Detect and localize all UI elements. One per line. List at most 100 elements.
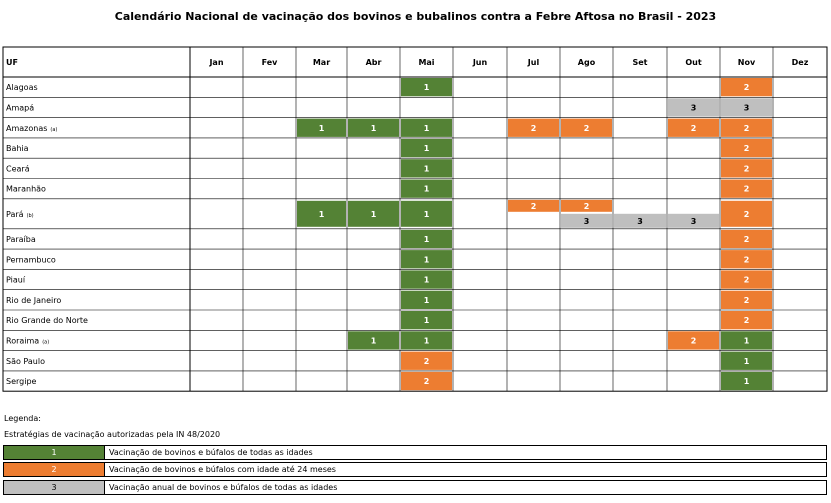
column-header-month: Jan [208,58,223,67]
legend-swatch: 3 [4,481,105,494]
vaccination-cell-label: 2 [584,124,590,133]
vaccination-cell-label: 2 [744,144,750,153]
vaccination-cell-label: 2 [531,202,537,211]
vaccination-cell [297,200,346,227]
column-header-month: Jun [472,58,488,67]
vaccination-cell [721,290,772,309]
vaccination-cell-label: 1 [424,83,430,92]
vaccination-cell-label: 2 [531,124,537,133]
vaccination-cell-label: 3 [637,217,643,226]
state-name: Alagoas [6,83,38,92]
vaccination-cell-label: 1 [424,164,430,173]
vaccination-cell-label: 1 [424,124,430,133]
vaccination-cell [561,199,612,212]
state-name: Amazonas (a) [6,124,57,133]
vaccination-cell [348,118,399,137]
legend-text: Vacinação de bovinos e búfalos com idade… [109,465,336,474]
vaccination-cell [401,138,452,158]
vaccination-cell-label: 1 [319,124,325,133]
vaccination-cell [668,118,719,137]
vaccination-cell [348,331,399,350]
vaccination-cell-label: 2 [744,316,750,325]
vaccination-cell [401,311,452,330]
vaccination-cell-label: 1 [424,144,430,153]
vaccination-cell [721,179,772,198]
column-header-month: Mar [313,58,330,67]
vaccination-cell [668,331,719,350]
vaccination-cell-label: 1 [371,124,377,133]
legend-title: Legenda: [4,414,41,423]
vaccination-cell [721,138,772,158]
state-name: Maranhão [6,185,46,194]
column-header-month: Dez [792,58,809,67]
vaccination-cell-label: 2 [744,210,750,219]
vaccination-cell [401,270,452,289]
vaccination-cell [721,270,772,289]
vaccination-cell [348,200,399,227]
vaccination-cell-label: 2 [744,255,750,264]
vaccination-cell-label: 2 [744,276,750,285]
vaccination-cell [401,351,452,370]
column-header-month: Jul [527,58,540,67]
column-header-uf: UF [6,58,18,67]
state-name: Rio de Janeiro [6,296,61,305]
vaccination-cell [721,331,772,350]
vaccination-cell-label: 3 [584,217,590,226]
legend-row: 2 Vacinação de bovinos e búfalos com idad… [3,462,827,477]
state-name: Rio Grande do Norte [6,316,88,325]
legend-text: Vacinação anual de bovinos e búfalos de … [109,483,338,492]
vaccination-cell-label: 2 [691,336,697,345]
vaccination-cell [297,118,346,137]
vaccination-cell-label: 1 [424,210,430,219]
legend-row: 1 Vacinação de bovinos e búfalos de todas… [3,445,827,460]
vaccination-cell-label: 1 [371,336,377,345]
legend-swatch: 1 [4,446,105,459]
state-name: Roraima (a) [6,336,49,345]
vaccination-cell [721,118,772,137]
vaccination-cell [721,159,772,178]
vaccination-cell [401,229,452,249]
column-header-month: Fev [262,58,279,67]
vaccination-cell [401,331,452,350]
vaccination-cell [401,250,452,269]
table-border [2,46,828,392]
vaccination-cell-label: 3 [744,103,750,112]
column-header-month: Out [685,58,701,67]
vaccination-cell-label: 1 [424,185,430,194]
vaccination-cell [561,213,612,228]
vaccination-cell [401,78,452,97]
vaccination-cell-label: 1 [744,336,750,345]
vaccination-cell-label: 2 [744,235,750,244]
vaccination-cell-label: 1 [744,357,750,366]
vaccination-cell [668,98,719,117]
legend-row: 3 Vacinação anual de bovinos e búfalos de… [3,480,827,495]
state-name: Ceará [6,164,30,173]
vaccination-cell [401,118,452,137]
vaccination-cell [614,213,666,228]
vaccination-cell-label: 2 [744,185,750,194]
vaccination-cell-label: 3 [691,103,697,112]
vaccination-cell [401,371,452,391]
vaccination-cell [721,200,772,227]
column-header-month: Mai [418,58,434,67]
vaccination-cell [721,371,772,391]
vaccination-cell-label: 1 [424,316,430,325]
vaccination-cell [561,118,612,137]
vaccination-cell [508,199,559,212]
vaccination-cell-label: 1 [424,276,430,285]
vaccination-cell-label: 2 [744,164,750,173]
column-header-month: Set [632,58,647,67]
vaccination-cell [721,98,772,117]
vaccination-cell-label: 2 [424,357,430,366]
vaccination-cell [721,78,772,97]
vaccination-cell-label: 1 [319,210,325,219]
state-name: Bahia [6,144,29,153]
vaccination-cell-label: 1 [424,255,430,264]
vaccination-cell [721,250,772,269]
state-note: (a) [50,127,57,133]
page-title: Calendário Nacional de vacinação dos bov… [114,10,717,23]
vaccination-calendar-table: 1 2 3 3 1 1 1 2 2 2 2 1 2 1 2 1 2 1 1 1 2 2 3 3 3 2 1 2 1 2 1 2 1 2 1 2 1 1 2 1… [2,46,828,392]
vaccination-cell-label: 2 [744,296,750,305]
vaccination-cell [721,311,772,330]
state-name: Sergipe [6,377,37,386]
